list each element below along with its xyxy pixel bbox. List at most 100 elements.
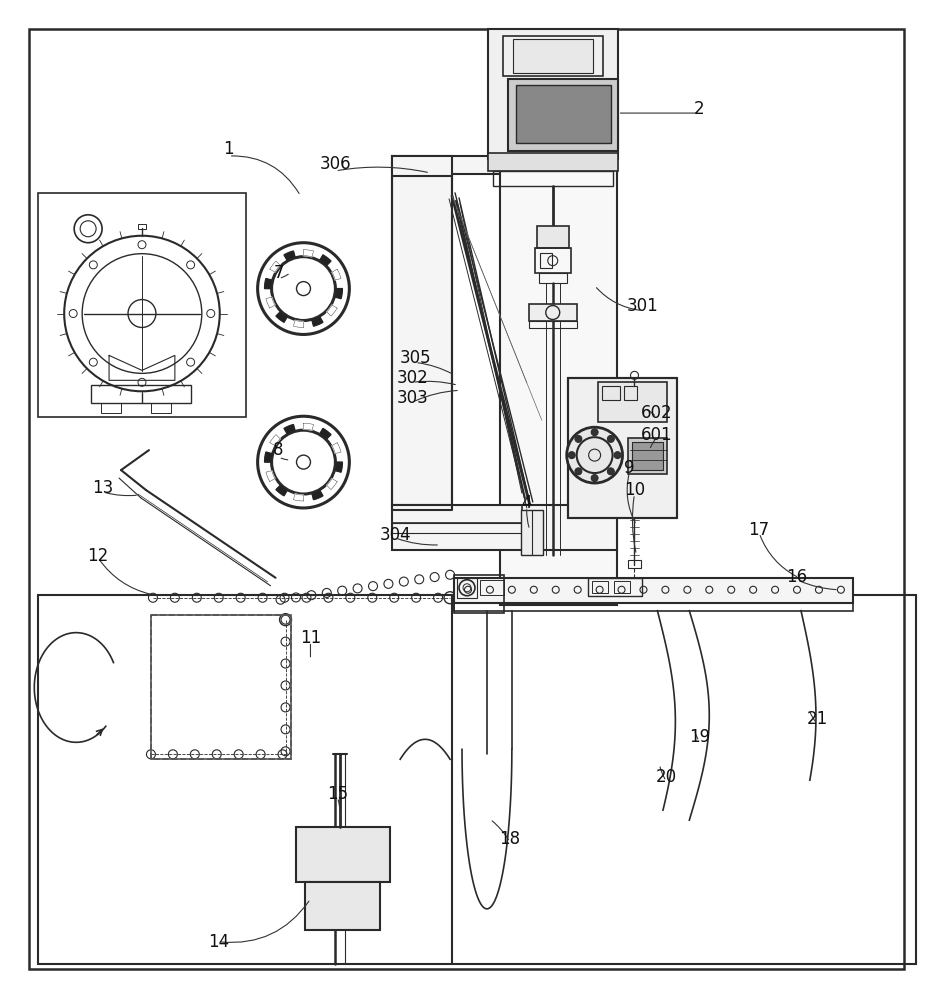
Polygon shape bbox=[293, 494, 303, 501]
Polygon shape bbox=[276, 485, 287, 496]
Bar bbox=[602, 386, 620, 400]
Bar bbox=[503, 36, 603, 76]
Polygon shape bbox=[266, 471, 275, 482]
Bar bbox=[513, 39, 592, 73]
Text: 601: 601 bbox=[641, 426, 673, 444]
Bar bbox=[535, 248, 571, 273]
Text: 12: 12 bbox=[88, 547, 109, 565]
Bar bbox=[540, 253, 551, 268]
Polygon shape bbox=[303, 423, 313, 430]
Polygon shape bbox=[332, 443, 341, 454]
Bar bbox=[457, 578, 477, 598]
Circle shape bbox=[566, 427, 622, 483]
Bar bbox=[628, 560, 642, 568]
Polygon shape bbox=[320, 255, 331, 265]
Bar bbox=[632, 442, 663, 470]
Bar bbox=[392, 523, 522, 533]
Circle shape bbox=[575, 468, 582, 475]
Text: 10: 10 bbox=[624, 481, 645, 499]
Bar bbox=[91, 385, 191, 403]
Text: 302: 302 bbox=[397, 369, 428, 387]
Polygon shape bbox=[293, 320, 303, 327]
Bar bbox=[592, 581, 607, 593]
Polygon shape bbox=[266, 297, 275, 308]
Bar bbox=[480, 580, 504, 595]
Polygon shape bbox=[303, 250, 313, 257]
Text: 7: 7 bbox=[273, 264, 284, 282]
Bar bbox=[151, 615, 290, 759]
Text: 20: 20 bbox=[656, 768, 677, 786]
Polygon shape bbox=[284, 425, 295, 434]
Polygon shape bbox=[327, 479, 337, 490]
Bar bbox=[614, 581, 630, 593]
Text: 16: 16 bbox=[787, 568, 808, 586]
Bar bbox=[151, 615, 290, 759]
Bar bbox=[538, 273, 566, 283]
Text: 602: 602 bbox=[641, 404, 673, 422]
Circle shape bbox=[592, 429, 598, 436]
Bar bbox=[529, 320, 577, 328]
Bar bbox=[138, 224, 146, 229]
Bar bbox=[516, 85, 610, 143]
Text: 13: 13 bbox=[92, 479, 114, 497]
Text: 15: 15 bbox=[327, 785, 348, 803]
Bar bbox=[454, 575, 504, 613]
Bar bbox=[151, 403, 171, 413]
Bar bbox=[101, 403, 121, 413]
Polygon shape bbox=[270, 435, 280, 446]
Polygon shape bbox=[320, 428, 331, 439]
Polygon shape bbox=[265, 279, 272, 289]
Text: 1: 1 bbox=[223, 140, 234, 158]
Text: 304: 304 bbox=[380, 526, 411, 544]
Polygon shape bbox=[284, 251, 295, 260]
Polygon shape bbox=[335, 462, 342, 472]
Bar bbox=[536, 226, 569, 248]
Polygon shape bbox=[312, 317, 323, 326]
Bar bbox=[392, 505, 522, 523]
Text: 306: 306 bbox=[320, 155, 351, 173]
Polygon shape bbox=[276, 312, 287, 322]
Polygon shape bbox=[265, 452, 272, 462]
Circle shape bbox=[607, 435, 614, 442]
Bar bbox=[38, 193, 245, 417]
Bar bbox=[392, 156, 453, 505]
Text: 301: 301 bbox=[627, 297, 659, 315]
Polygon shape bbox=[312, 491, 323, 500]
Text: 305: 305 bbox=[399, 349, 431, 367]
Circle shape bbox=[607, 468, 614, 475]
Bar bbox=[598, 382, 667, 422]
Text: 9: 9 bbox=[624, 459, 634, 477]
Circle shape bbox=[568, 452, 575, 459]
Circle shape bbox=[575, 435, 582, 442]
Bar bbox=[392, 505, 617, 550]
Bar bbox=[488, 153, 618, 171]
Text: 18: 18 bbox=[499, 830, 521, 848]
Bar bbox=[508, 79, 618, 151]
Bar bbox=[305, 882, 381, 930]
Bar bbox=[38, 595, 915, 964]
Polygon shape bbox=[335, 289, 342, 299]
Bar bbox=[488, 29, 618, 159]
Text: 14: 14 bbox=[208, 933, 230, 951]
Bar bbox=[623, 386, 637, 400]
Text: 21: 21 bbox=[806, 710, 828, 728]
Bar bbox=[392, 156, 617, 174]
Text: 11: 11 bbox=[299, 629, 321, 647]
Text: 4: 4 bbox=[522, 494, 532, 512]
Bar bbox=[454, 578, 853, 611]
Circle shape bbox=[614, 452, 621, 459]
Bar bbox=[296, 827, 390, 882]
Text: 19: 19 bbox=[689, 728, 710, 746]
Polygon shape bbox=[270, 261, 280, 272]
Bar bbox=[628, 438, 667, 474]
Text: 8: 8 bbox=[273, 441, 284, 459]
Bar bbox=[521, 510, 543, 555]
Text: 17: 17 bbox=[748, 521, 770, 539]
Circle shape bbox=[592, 475, 598, 482]
Bar bbox=[529, 304, 577, 321]
Bar bbox=[567, 378, 677, 518]
Bar bbox=[588, 578, 643, 596]
Text: 303: 303 bbox=[397, 389, 428, 407]
Text: 2: 2 bbox=[694, 100, 704, 118]
Polygon shape bbox=[327, 305, 337, 316]
